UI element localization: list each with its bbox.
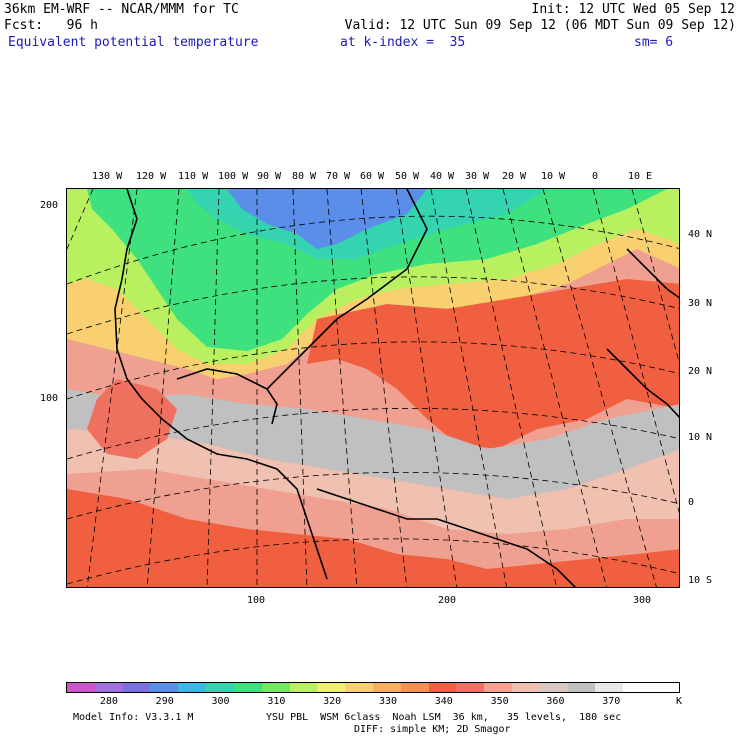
- lon-label: 20 W: [502, 171, 527, 182]
- legend-swatch: [456, 683, 485, 692]
- map-canvas: [67, 189, 679, 587]
- legend-swatch: [567, 683, 596, 692]
- lon-label: 130 W: [92, 171, 123, 182]
- lon-label: 60 W: [360, 171, 385, 182]
- grid-x-label: 200: [438, 595, 457, 606]
- lon-label: 10 W: [541, 171, 566, 182]
- legend-swatch: [539, 683, 568, 692]
- legend-swatch: [261, 683, 290, 692]
- lon-label: 10 E: [628, 171, 653, 182]
- theta-green-region: [87, 189, 667, 351]
- lon-label: 70 W: [326, 171, 351, 182]
- lat-label: 30 N: [688, 298, 713, 309]
- legend-swatch: [233, 683, 262, 692]
- diffusion-info: DIFF: simple KM; 2D Smagor: [354, 724, 511, 735]
- legend-label: 330: [378, 696, 398, 707]
- lon-label: 110 W: [178, 171, 209, 182]
- k-index: at k-index = 35: [340, 35, 466, 50]
- legend-label: 350: [490, 696, 509, 707]
- model-title: 36km EM-WRF -- NCAR/MMM for TC: [4, 2, 239, 17]
- legend-swatch: [400, 683, 429, 692]
- lat-label: 0: [688, 497, 695, 508]
- legend-swatch: [178, 683, 207, 692]
- lon-label: 90 W: [257, 171, 282, 182]
- legend-swatch: [150, 683, 179, 692]
- theta-warm-atlantic: [307, 279, 679, 449]
- lat-label: 10 S: [688, 575, 713, 586]
- lon-label: 50 W: [395, 171, 420, 182]
- grid-y-label: 100: [40, 393, 59, 404]
- theta-e-map: [66, 188, 680, 588]
- graticule: [67, 189, 679, 587]
- lon-label: 100 W: [218, 171, 249, 182]
- legend-swatch: [484, 683, 512, 692]
- theta-tropical-band: [67, 389, 679, 499]
- legend-label: 360: [546, 696, 565, 707]
- legend-swatch: [595, 683, 624, 692]
- legend-swatch: [623, 683, 652, 692]
- lon-label: 80 W: [292, 171, 317, 182]
- theta-south-warm: [67, 489, 679, 587]
- grid-x-label: 100: [247, 595, 266, 606]
- lat-label: 20 N: [688, 366, 713, 377]
- legend-swatch: [428, 683, 457, 692]
- legend-swatch: [372, 683, 401, 692]
- lon-label: 40 W: [430, 171, 455, 182]
- physics-info: YSU PBL WSM 6class Noah LSM 36 km, 35 le…: [266, 712, 622, 723]
- lon-label: 30 W: [465, 171, 490, 182]
- forecast-hour: Fcst: 96 h: [4, 18, 98, 33]
- legend-label: 370: [602, 696, 621, 707]
- color-legend: [66, 682, 680, 693]
- legend-swatch: [345, 683, 373, 692]
- lon-label: 120 W: [136, 171, 167, 182]
- lat-label: 10 N: [688, 432, 713, 443]
- grid-x-label: 300: [633, 595, 652, 606]
- legend-label: 320: [323, 696, 342, 707]
- legend-unit: K: [676, 696, 683, 707]
- legend-swatch: [512, 683, 540, 692]
- grid-y-label: 200: [40, 200, 59, 211]
- field-name: Equivalent potential temperature: [8, 35, 259, 50]
- legend-swatch: [651, 683, 679, 692]
- legend-swatch: [289, 683, 318, 692]
- legend-swatch: [67, 683, 95, 692]
- theta-blue-region: [227, 189, 427, 249]
- legend-label: 340: [434, 696, 453, 707]
- legend-swatch: [317, 683, 346, 692]
- lon-label: 0: [592, 171, 599, 182]
- legend-swatch: [122, 683, 151, 692]
- legend-swatch: [94, 683, 123, 692]
- legend-label: 290: [155, 696, 174, 707]
- theta-pacific-patch: [87, 379, 177, 459]
- legend-label: 280: [99, 696, 118, 707]
- model-info: Model Info: V3.3.1 M: [73, 712, 194, 723]
- init-time: Init: 12 UTC Wed 05 Sep 12: [531, 2, 736, 17]
- lat-label: 40 N: [688, 229, 713, 240]
- legend-label: 310: [267, 696, 286, 707]
- legend-swatch: [206, 683, 234, 692]
- valid-time: Valid: 12 UTC Sun 09 Sep 12 (06 MDT Sun …: [344, 18, 736, 33]
- legend-label: 300: [211, 696, 230, 707]
- coastlines: [114, 189, 679, 587]
- smoothing: sm= 6: [634, 35, 674, 50]
